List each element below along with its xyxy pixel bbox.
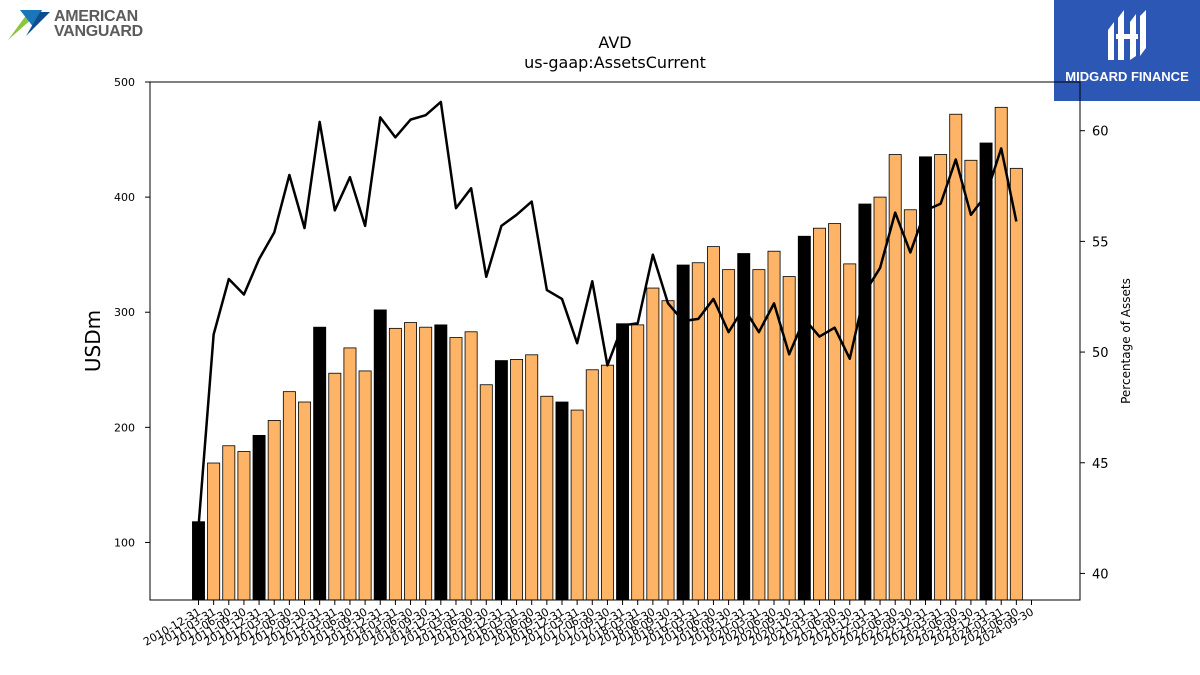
bar xyxy=(192,521,205,601)
bar xyxy=(994,106,1008,601)
bar xyxy=(464,331,478,601)
bar xyxy=(419,326,433,601)
y-tick-label: 400 xyxy=(114,191,135,204)
y2-tick-label: 40 xyxy=(1092,567,1109,582)
y2-tick-label: 45 xyxy=(1092,457,1109,472)
bar xyxy=(722,269,736,601)
bar xyxy=(313,326,327,601)
y-axis-left: 100 200 300 400 500 xyxy=(114,76,150,549)
midgard-finance-logo-mark xyxy=(1108,10,1146,60)
bar xyxy=(207,462,221,601)
y-tick-label: 200 xyxy=(114,421,135,434)
plot-frame xyxy=(149,81,1081,601)
y-tick-label: 300 xyxy=(114,306,135,319)
bar xyxy=(646,287,660,601)
line-series xyxy=(197,100,1018,528)
bar xyxy=(1009,167,1023,601)
american-vanguard-wordmark: AMERICAN VANGUARD xyxy=(54,8,143,40)
bar xyxy=(282,391,296,601)
midgard-finance-wordmark: MIDGARD FINANCE xyxy=(1065,69,1189,84)
bar xyxy=(494,360,508,601)
logo-line-1: AMERICAN xyxy=(54,8,138,25)
y2-tick-label: 55 xyxy=(1092,235,1109,250)
bar xyxy=(903,209,917,601)
bar xyxy=(449,337,463,601)
bar xyxy=(616,323,630,601)
chart-title: AVD xyxy=(598,33,631,52)
american-vanguard-logo: AMERICAN VANGUARD xyxy=(6,6,166,46)
bar xyxy=(252,434,266,601)
bar xyxy=(600,364,614,601)
bar xyxy=(585,369,599,601)
y2-tick-label: 50 xyxy=(1092,346,1109,361)
y-axis-right: 40 45 50 55 60 xyxy=(1080,125,1109,582)
bar xyxy=(540,395,554,601)
bar xyxy=(525,354,539,601)
bar xyxy=(343,347,357,601)
bar xyxy=(873,196,887,601)
bar xyxy=(752,269,766,601)
bar xyxy=(813,227,826,601)
y-axis-label: USDm xyxy=(81,310,105,372)
bar xyxy=(298,401,311,601)
bar xyxy=(434,324,448,601)
american-vanguard-logo-mark xyxy=(8,10,50,40)
chart-subtitle: us-gaap:AssetsCurrent xyxy=(524,53,706,72)
bar xyxy=(797,235,811,601)
x-axis: 2010-12-312011-03-312011-06-302011-09-30… xyxy=(141,600,1036,649)
bar xyxy=(555,401,569,601)
bar-series xyxy=(192,106,1023,601)
bar xyxy=(222,445,236,601)
bar xyxy=(373,309,387,601)
y2-tick-label: 60 xyxy=(1092,125,1109,140)
bar xyxy=(782,276,796,601)
bar xyxy=(843,263,857,601)
bar xyxy=(949,113,963,601)
y2-axis-label: Percentage of Assets xyxy=(1119,278,1133,404)
bar xyxy=(510,359,524,601)
logo-line-2: VANGUARD xyxy=(54,23,143,40)
bar xyxy=(237,451,251,601)
y-tick-label: 500 xyxy=(114,76,135,89)
bar xyxy=(479,384,493,601)
percentage-line xyxy=(197,100,1018,528)
bar xyxy=(828,223,842,601)
bar xyxy=(570,409,584,601)
bar xyxy=(934,154,948,601)
bar xyxy=(267,420,281,601)
bar xyxy=(858,203,872,601)
bar xyxy=(964,159,978,601)
bar xyxy=(631,324,645,601)
midgard-finance-logo: MIDGARD FINANCE xyxy=(1054,0,1200,101)
bar xyxy=(404,322,418,601)
bar xyxy=(358,370,372,601)
y-tick-label: 100 xyxy=(114,536,135,549)
bar xyxy=(661,300,675,601)
bar xyxy=(737,253,751,601)
bar xyxy=(388,327,402,601)
bar xyxy=(328,372,342,601)
bar xyxy=(979,142,993,601)
